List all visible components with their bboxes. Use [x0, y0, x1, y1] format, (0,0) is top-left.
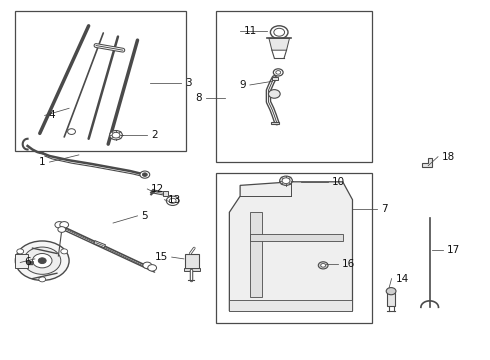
Circle shape: [17, 249, 24, 254]
Circle shape: [110, 131, 122, 140]
Bar: [163, 192, 168, 196]
Circle shape: [15, 241, 69, 280]
Text: 7: 7: [381, 204, 388, 214]
Bar: [216, 12, 372, 162]
Circle shape: [143, 173, 147, 176]
Polygon shape: [387, 293, 395, 306]
Circle shape: [143, 262, 152, 269]
Circle shape: [38, 258, 46, 264]
Text: 3: 3: [185, 78, 192, 88]
Circle shape: [386, 288, 396, 295]
Text: 6: 6: [24, 257, 31, 267]
Polygon shape: [229, 300, 352, 311]
Circle shape: [276, 71, 281, 74]
Circle shape: [32, 253, 52, 268]
Text: 4: 4: [49, 111, 55, 121]
Text: 10: 10: [332, 177, 345, 187]
Circle shape: [148, 265, 157, 271]
Circle shape: [269, 90, 280, 98]
Bar: [15, 253, 27, 268]
Text: 12: 12: [151, 184, 165, 194]
Polygon shape: [422, 158, 432, 167]
Circle shape: [280, 176, 293, 185]
Text: 9: 9: [239, 80, 246, 90]
Text: 15: 15: [154, 252, 168, 262]
Bar: [216, 173, 372, 323]
Text: 5: 5: [142, 211, 148, 221]
Polygon shape: [269, 39, 290, 50]
Circle shape: [282, 178, 290, 184]
Circle shape: [166, 196, 179, 206]
Text: 14: 14: [395, 274, 409, 284]
Text: 8: 8: [196, 93, 202, 103]
Polygon shape: [184, 268, 199, 271]
Text: 1: 1: [39, 157, 46, 167]
Circle shape: [140, 171, 150, 178]
Polygon shape: [250, 234, 343, 241]
Polygon shape: [250, 212, 262, 297]
Circle shape: [169, 198, 176, 203]
Circle shape: [61, 249, 68, 254]
Circle shape: [318, 262, 328, 269]
Bar: [271, 122, 279, 125]
Circle shape: [321, 264, 326, 267]
Circle shape: [24, 247, 61, 274]
Text: 16: 16: [342, 259, 355, 269]
Circle shape: [55, 222, 64, 228]
Bar: [15, 12, 186, 151]
Text: 2: 2: [151, 130, 158, 140]
Bar: [272, 77, 278, 80]
Circle shape: [274, 28, 285, 36]
Polygon shape: [229, 182, 352, 311]
Circle shape: [273, 69, 283, 76]
Circle shape: [58, 226, 66, 232]
Text: 18: 18: [442, 152, 455, 162]
Polygon shape: [185, 253, 198, 270]
Text: 13: 13: [168, 195, 181, 205]
Circle shape: [112, 132, 120, 138]
Text: 11: 11: [244, 26, 257, 36]
Circle shape: [39, 277, 46, 282]
Circle shape: [270, 26, 288, 39]
Circle shape: [60, 222, 69, 228]
Text: 17: 17: [447, 245, 460, 255]
